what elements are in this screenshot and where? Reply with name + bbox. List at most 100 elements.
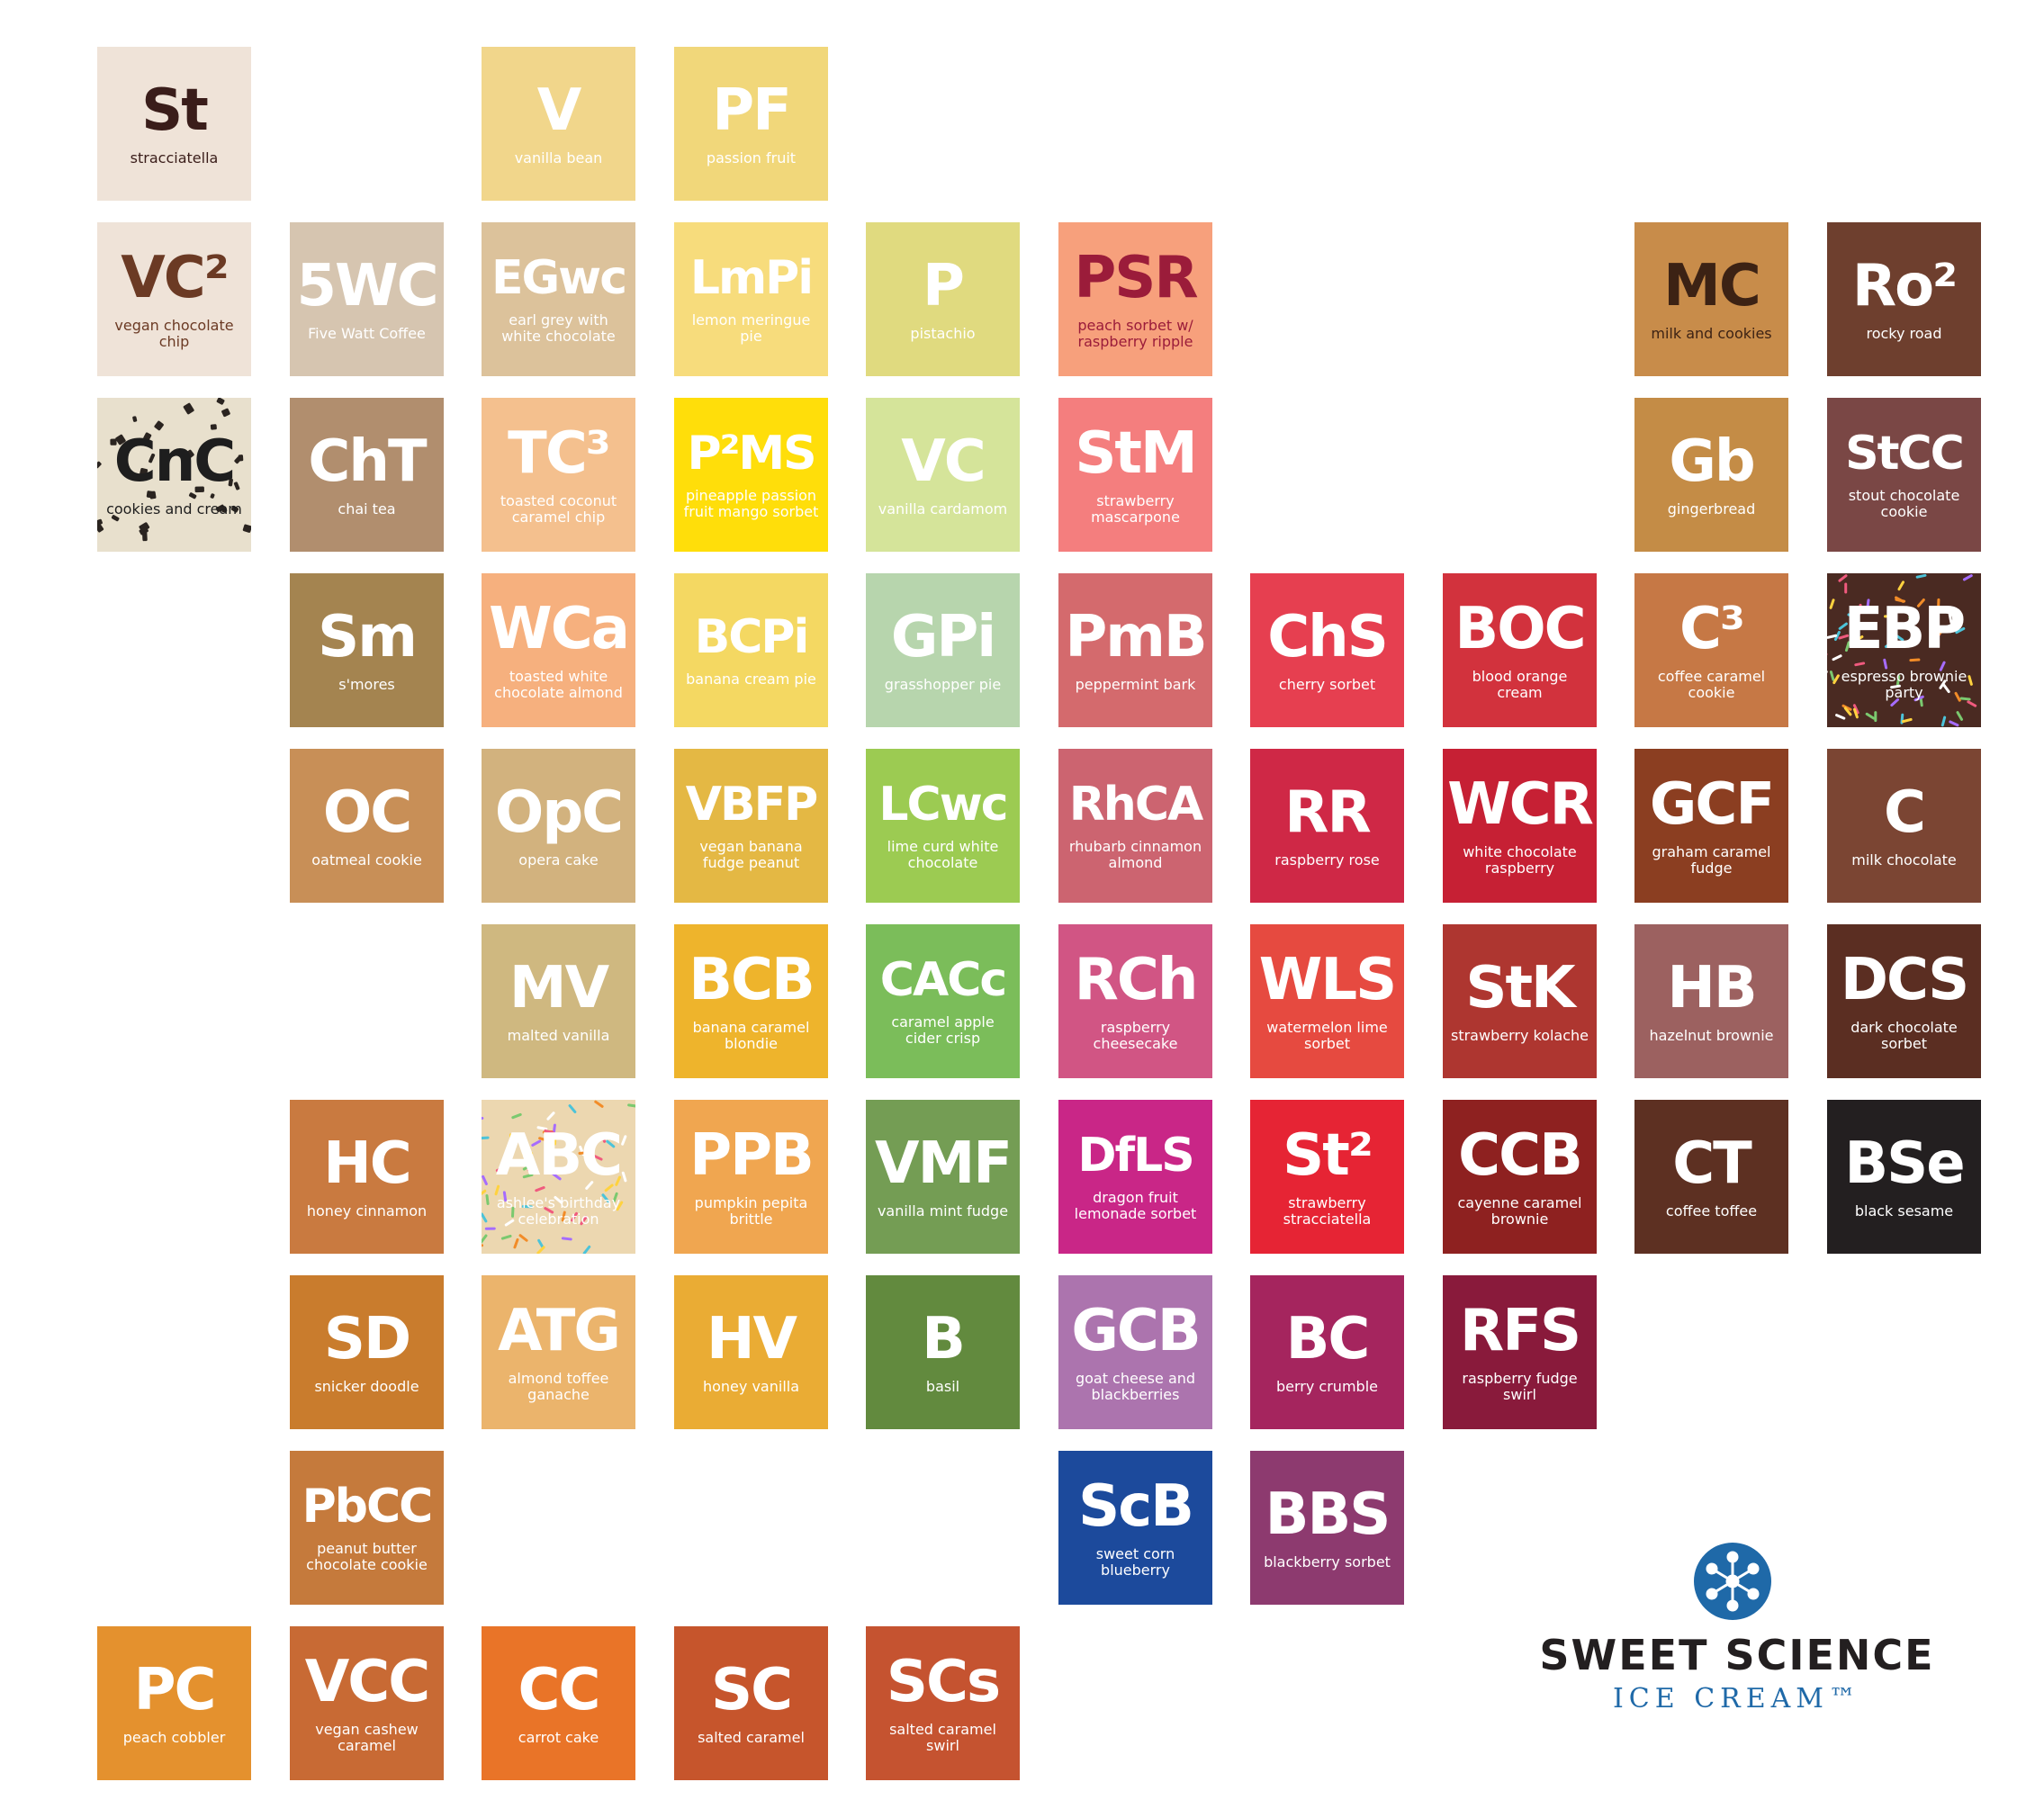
element-symbol: WCR [1447,770,1594,838]
element-tile: OpC opera cake [482,749,635,903]
element-symbol: LCwc [878,777,1008,832]
element-tile: StK strawberry kolache [1443,924,1597,1078]
sprinkles-pattern [1827,573,1977,727]
element-tile: OC oatmeal cookie [290,749,444,903]
element-tile: WCa toasted white chocolate almond [482,573,635,727]
flavor-name: dragon fruit lemonade sorbet [1074,1188,1197,1222]
element-symbol: RR [1284,778,1372,846]
flavor-name: goat cheese and blackberries [1075,1369,1196,1403]
element-symbol: OpC [494,778,624,846]
element-tile: PPB pumpkin pepita brittle [674,1100,828,1254]
flavor-name: raspberry rose [1274,850,1380,868]
element-symbol: RhCA [1068,777,1203,832]
element-tile: 5WC Five Watt Coffee [290,222,444,376]
element-symbol: C [1884,778,1926,846]
element-symbol: EGwc [491,250,627,305]
flavor-name: stracciatella [130,148,219,166]
element-symbol: DCS [1840,946,1969,1013]
element-tile: GCF graham caramel fudge [1634,749,1788,903]
flavor-name: strawberry mascarpone [1091,491,1180,526]
flavor-name: ashlee's birthday celebration [496,1193,621,1228]
element-tile: MV malted vanilla [482,924,635,1078]
element-tile: VC vanilla cardamom [866,398,1020,552]
element-tile: GPi grasshopper pie [866,573,1020,727]
element-tile: BSe black sesame [1827,1100,1981,1254]
element-symbol: ChT [308,428,427,495]
element-symbol: PmB [1065,603,1207,670]
element-tile: ATG almond toffee ganache [482,1275,635,1429]
flavor-name: honey vanilla [702,1377,800,1395]
flavor-name: stout chocolate cookie [1848,486,1960,520]
flavor-name: blackberry sorbet [1264,1552,1391,1570]
flavor-name: passion fruit [706,148,797,166]
flavor-name: chai tea [338,500,396,518]
flavor-name: pistachio [910,324,976,342]
flavor-name: sweet corn blueberry [1095,1544,1175,1579]
element-tile: EGwc earl grey with white chocolate [482,222,635,376]
element-symbol: GCB [1071,1297,1201,1364]
element-symbol: V [536,76,582,144]
flavor-name: almond toffee ganache [508,1369,609,1403]
element-tile: StCC stout chocolate cookie [1827,398,1981,552]
element-tile: HV honey vanilla [674,1275,828,1429]
element-symbol: VC [901,428,986,495]
flavor-name: carrot cake [518,1728,599,1746]
element-tile: RFS raspberry fudge swirl [1443,1275,1597,1429]
element-symbol: BCB [689,946,815,1013]
flavor-name: snicker doodle [314,1377,419,1395]
element-symbol: StM [1075,419,1197,487]
element-tile: BC berry crumble [1250,1275,1404,1429]
element-symbol: MV [509,954,609,1022]
element-symbol: MC [1663,252,1761,320]
flavor-name: caramel apple cider crisp [891,1012,995,1047]
flavor-name: blood orange cream [1472,667,1568,701]
element-symbol: WCa [489,595,630,662]
flavor-name: black sesame [1854,1202,1954,1220]
element-tile: Sm s'mores [290,573,444,727]
element-symbol: P²MS [687,426,816,481]
element-tile: St² strawberry stracciatella [1250,1100,1404,1254]
flavor-name: milk chocolate [1851,850,1957,868]
element-symbol: WLS [1258,946,1397,1013]
flavor-name: peach sorbet w/ raspberry ripple [1077,316,1193,350]
element-tile: Gb gingerbread [1634,398,1788,552]
element-symbol: PC [133,1656,217,1724]
flavor-name: peach cobbler [122,1728,226,1746]
element-symbol: HV [706,1305,797,1372]
element-tile: StM strawberry mascarpone [1058,398,1212,552]
flavor-name: honey cinnamon [306,1202,428,1220]
flavor-name: dark chocolate sorbet [1850,1018,1958,1052]
flavor-name: strawberry kolache [1450,1026,1589,1044]
element-symbol: CnC [113,428,236,495]
flavor-name: pineapple passion fruit mango sorbet [683,486,819,520]
flavor-name: vanilla bean [514,148,603,166]
flavor-name: grasshopper pie [884,675,1002,693]
flavor-name: toasted white chocolate almond [494,667,623,701]
flavor-name: peppermint bark [1075,675,1196,693]
brand-subtitle: ICE CREAM™ [1612,1683,1862,1714]
element-tile: VC² vegan chocolate chip [97,222,251,376]
element-symbol: VCC [304,1648,430,1715]
brand-name: SWEET SCIENCE [1539,1631,1935,1679]
element-symbol: GPi [890,603,996,670]
flavor-name: raspberry fudge swirl [1462,1369,1578,1403]
element-tile: P²MS pineapple passion fruit mango sorbet [674,398,828,552]
element-tile: BCB banana caramel blondie [674,924,828,1078]
element-symbol: PbCC [302,1479,434,1534]
element-symbol: SD [323,1305,411,1372]
flavor-name: berry crumble [1276,1377,1378,1395]
element-tile: PSR peach sorbet w/ raspberry ripple [1058,222,1212,376]
flavor-name: peanut butter chocolate cookie [306,1539,428,1573]
flavor-name: salted caramel swirl [889,1720,996,1754]
element-tile: GCB goat cheese and blackberries [1058,1275,1212,1429]
element-symbol: HB [1667,954,1757,1022]
element-tile: RCh raspberry cheesecake [1058,924,1212,1078]
element-symbol: Gb [1669,428,1755,495]
flavor-name: hazelnut brownie [1649,1026,1774,1044]
element-symbol: 5WC [296,252,438,320]
flavor-name: oatmeal cookie [311,850,422,868]
element-symbol: SC [710,1656,793,1724]
